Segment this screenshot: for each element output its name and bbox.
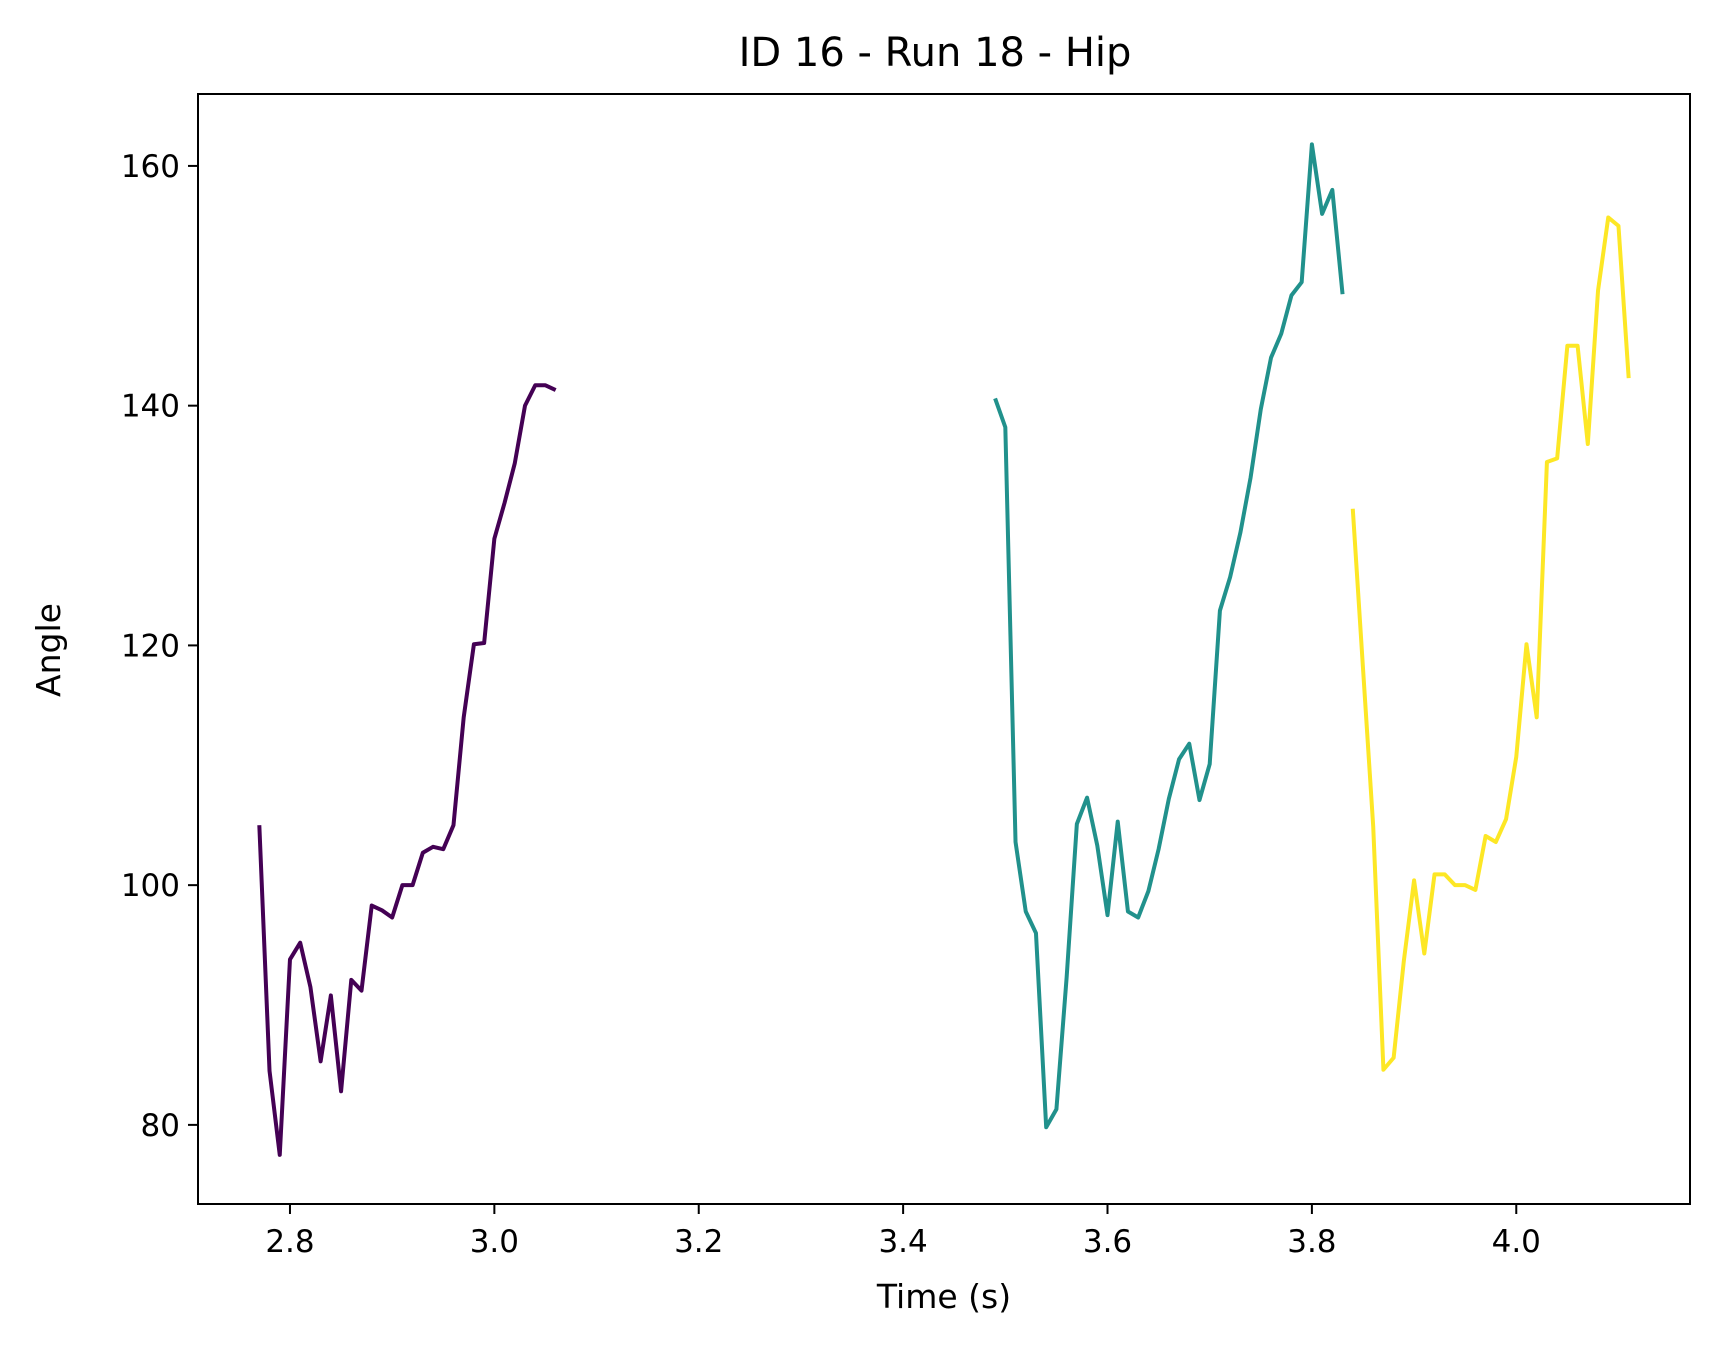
x-axis: 2.8 3.0 3.2 3.4 3.6 3.8 4.0 bbox=[265, 1204, 1541, 1260]
y-tick-label: 160 bbox=[121, 149, 180, 185]
x-tick-label: 3.2 bbox=[674, 1224, 723, 1260]
series-line-2 bbox=[993, 142, 1345, 1130]
plot-frame bbox=[197, 93, 1691, 1205]
chart-title: ID 16 - Run 18 - Hip bbox=[739, 30, 1132, 76]
y-axis-label: Angle bbox=[29, 603, 68, 697]
y-axis: 80 100 120 140 160 bbox=[121, 149, 198, 1144]
y-tick-label: 100 bbox=[121, 868, 180, 904]
x-tick-label: 3.4 bbox=[878, 1224, 927, 1260]
x-tick-label: 2.8 bbox=[265, 1224, 314, 1260]
x-tick-label: 3.0 bbox=[470, 1224, 519, 1260]
series-line-1 bbox=[257, 383, 557, 1157]
x-tick-label: 3.6 bbox=[1083, 1224, 1132, 1260]
series-group bbox=[257, 142, 1631, 1157]
y-tick-label: 140 bbox=[121, 389, 180, 425]
x-tick-label: 4.0 bbox=[1492, 1224, 1541, 1260]
y-tick-label: 80 bbox=[141, 1108, 180, 1144]
x-tick-label: 3.8 bbox=[1287, 1224, 1336, 1260]
x-axis-label: Time (s) bbox=[876, 1277, 1011, 1316]
y-tick-label: 120 bbox=[121, 628, 180, 664]
series-line-3 bbox=[1350, 215, 1631, 1072]
